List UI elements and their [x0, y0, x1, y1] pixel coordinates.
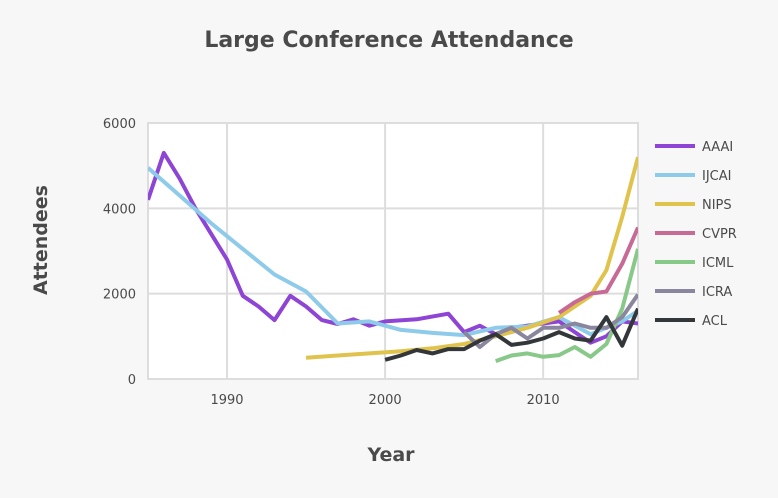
legend-label: ICRA [702, 285, 732, 300]
legend-label: AAAI [702, 140, 733, 155]
legend-item-aaai[interactable]: AAAI [655, 140, 733, 155]
legend-label: NIPS [702, 198, 732, 213]
legend-label: IJCAI [702, 169, 731, 184]
legend-item-acl[interactable]: ACL [655, 314, 728, 329]
legend-item-icra[interactable]: ICRA [655, 285, 732, 300]
legend-item-nips[interactable]: NIPS [655, 198, 732, 213]
legend-item-icml[interactable]: ICML [655, 256, 734, 271]
plot-frame [147, 122, 639, 380]
legend-label: ACL [702, 314, 728, 329]
series-line-acl [384, 307, 638, 362]
x-tick-label: 2010 [527, 393, 560, 408]
y-axis-title: Attendees [30, 185, 52, 295]
y-tick-label: 4000 [103, 202, 136, 217]
chart-title: Large Conference Attendance [204, 28, 573, 53]
y-tick-label: 0 [128, 373, 136, 388]
legend: AAAI IJCAI NIPS CVPR ICML ICRA ACL [655, 140, 737, 329]
y-tick-label: 6000 [103, 117, 136, 132]
legend-label: CVPR [702, 227, 737, 242]
legend-item-cvpr[interactable]: CVPR [655, 227, 737, 242]
legend-label: ICML [702, 256, 734, 271]
legend-item-ijcai[interactable]: IJCAI [655, 169, 731, 184]
x-tick-label: 1990 [210, 393, 243, 408]
x-tick-label: 2000 [369, 393, 402, 408]
series-line-ijcai [148, 166, 638, 338]
y-tick-label: 2000 [103, 288, 136, 303]
x-axis-title: Year [366, 444, 415, 466]
series-line-cvpr [557, 226, 638, 315]
series-line-icml [495, 248, 638, 363]
plot-area: 1990 2000 2010 0 2000 4000 6000 [103, 117, 639, 408]
